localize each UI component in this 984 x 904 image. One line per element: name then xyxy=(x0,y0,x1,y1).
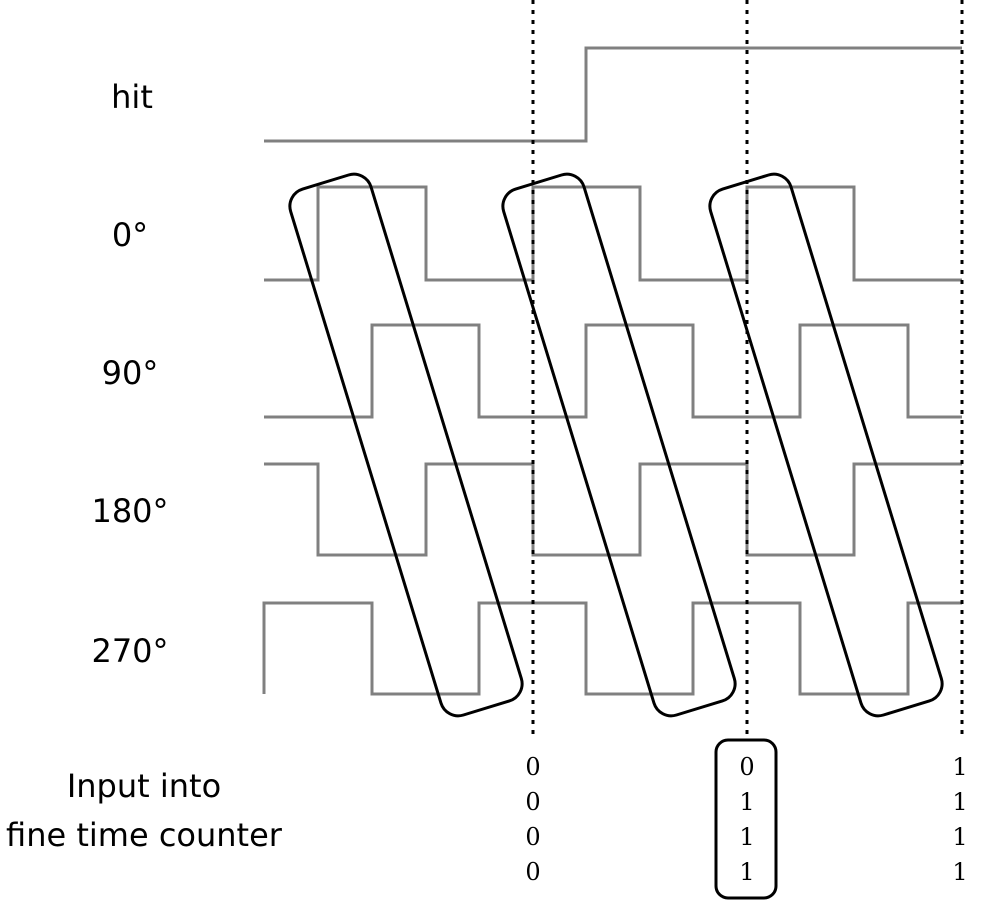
sample-1-bit-0: 0 xyxy=(525,753,540,781)
hit-waveform xyxy=(264,46,962,143)
hit-label: hit xyxy=(111,78,153,116)
sample-1-bit-3: 0 xyxy=(525,858,540,886)
phase-90-label: 90° xyxy=(102,354,159,392)
sample-column-1: 0 0 0 0 xyxy=(525,753,540,886)
input-caption-line2: fine time counter xyxy=(6,816,283,854)
sample-1-bit-2: 0 xyxy=(525,823,540,851)
sampling-bracket-2 xyxy=(501,172,737,718)
phase-270-waveform xyxy=(262,601,962,696)
highlighted-sample-box xyxy=(714,738,778,900)
phase-180-label: 180° xyxy=(91,492,168,530)
sample-2-bit-2: 1 xyxy=(739,823,754,851)
sampling-bracket-1 xyxy=(288,172,524,718)
sample-column-3: 1 1 1 1 xyxy=(952,753,967,886)
phase-0-waveform xyxy=(264,185,962,282)
phase-0-label: 0° xyxy=(112,216,148,254)
phase-90-waveform xyxy=(264,323,962,419)
sampling-bracket-3 xyxy=(708,172,944,718)
phase-180-waveform xyxy=(264,462,962,557)
input-caption-line1: Input into xyxy=(67,767,221,805)
sample-3-bit-1: 1 xyxy=(952,788,967,816)
sample-2-bit-1: 1 xyxy=(739,788,754,816)
sample-3-bit-3: 1 xyxy=(952,858,967,886)
sample-1-bit-1: 0 xyxy=(525,788,540,816)
phase-270-label: 270° xyxy=(91,632,168,670)
sample-column-2: 0 1 1 1 xyxy=(739,753,754,886)
sample-3-bit-0: 1 xyxy=(952,753,967,781)
sample-2-bit-0: 0 xyxy=(739,753,754,781)
sample-3-bit-2: 1 xyxy=(952,823,967,851)
sample-2-bit-3: 1 xyxy=(739,858,754,886)
